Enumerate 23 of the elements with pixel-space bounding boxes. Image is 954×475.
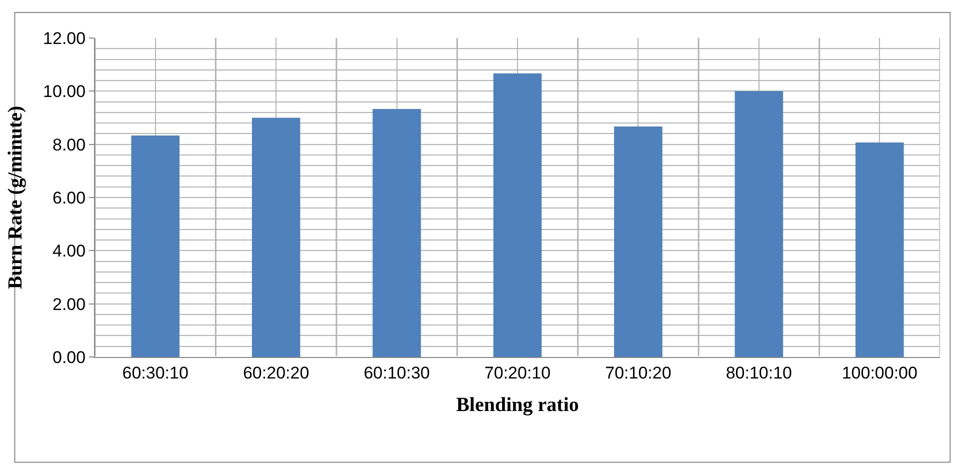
x-tick-label: 100:00:00	[842, 363, 918, 382]
bar	[856, 142, 904, 357]
x-tick-label: 60:30:10	[122, 363, 188, 382]
bar	[493, 73, 542, 357]
bar	[734, 91, 784, 357]
y-tick-label: 0.00	[52, 348, 86, 367]
y-tick-label: 4.00	[52, 242, 86, 261]
y-tick-label: 8.00	[52, 135, 86, 154]
x-axis-title: Blending ratio	[456, 394, 579, 416]
bar	[614, 126, 662, 357]
x-tick-label: 60:20:20	[242, 363, 310, 382]
y-tick-label: 12.00	[43, 28, 86, 48]
y-tick-label: 6.00	[52, 188, 86, 208]
x-tick-label: 70:20:10	[484, 363, 551, 382]
y-axis-title: Burn Rate (g/minute)	[4, 106, 27, 290]
bar	[372, 108, 421, 357]
x-tick-label: 60:10:30	[364, 363, 430, 382]
y-tick-label: 2.00	[52, 294, 86, 314]
x-tick-label: 70:10:20	[605, 363, 672, 382]
y-tick-label: 10.00	[43, 82, 86, 102]
x-tick-label: 80:10:10	[726, 363, 792, 382]
bar	[252, 118, 300, 357]
bar	[131, 136, 180, 357]
